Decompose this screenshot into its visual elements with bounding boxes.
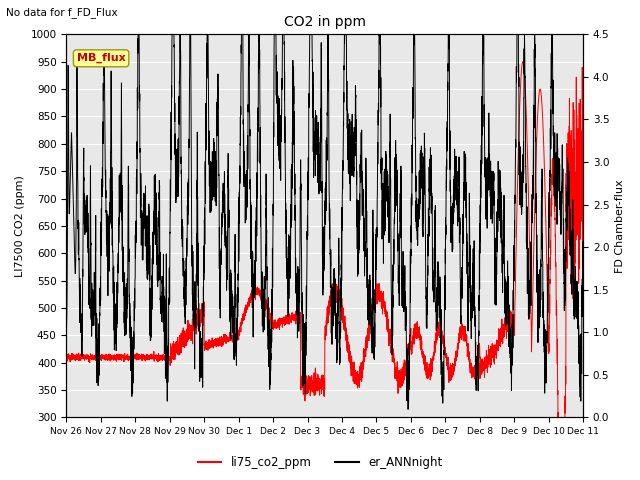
er_ANNnight [470,279,477,285]
er_ANNnight [579,257,586,263]
er_ANNnight [305,76,313,82]
li75_co2_ppm [63,356,70,362]
er_ANNnight [156,178,163,183]
li75_co2_ppm [156,357,163,363]
li75_co2_ppm [412,334,419,340]
er_ANNnight [404,407,412,412]
li75_co2_ppm [440,336,448,342]
Line: er_ANNnight: er_ANNnight [67,35,583,409]
li75_co2_ppm [554,415,562,420]
li75_co2_ppm [305,382,313,388]
Y-axis label: LI7500 CO2 (ppm): LI7500 CO2 (ppm) [15,175,25,277]
er_ANNnight [440,318,448,324]
li75_co2_ppm [579,189,587,194]
li75_co2_ppm [519,59,527,65]
Text: MB_flux: MB_flux [77,53,125,63]
er_ANNnight [63,332,70,338]
Text: No data for f_FD_Flux: No data for f_FD_Flux [6,7,118,18]
er_ANNnight [134,32,142,37]
er_ANNnight [412,188,420,194]
Legend: li75_co2_ppm, er_ANNnight: li75_co2_ppm, er_ANNnight [193,452,447,474]
er_ANNnight [579,255,587,261]
Line: li75_co2_ppm: li75_co2_ppm [67,62,583,418]
Y-axis label: FD Chamber-flux: FD Chamber-flux [615,179,625,273]
li75_co2_ppm [579,226,586,231]
li75_co2_ppm [470,371,477,376]
Title: CO2 in ppm: CO2 in ppm [284,15,365,29]
